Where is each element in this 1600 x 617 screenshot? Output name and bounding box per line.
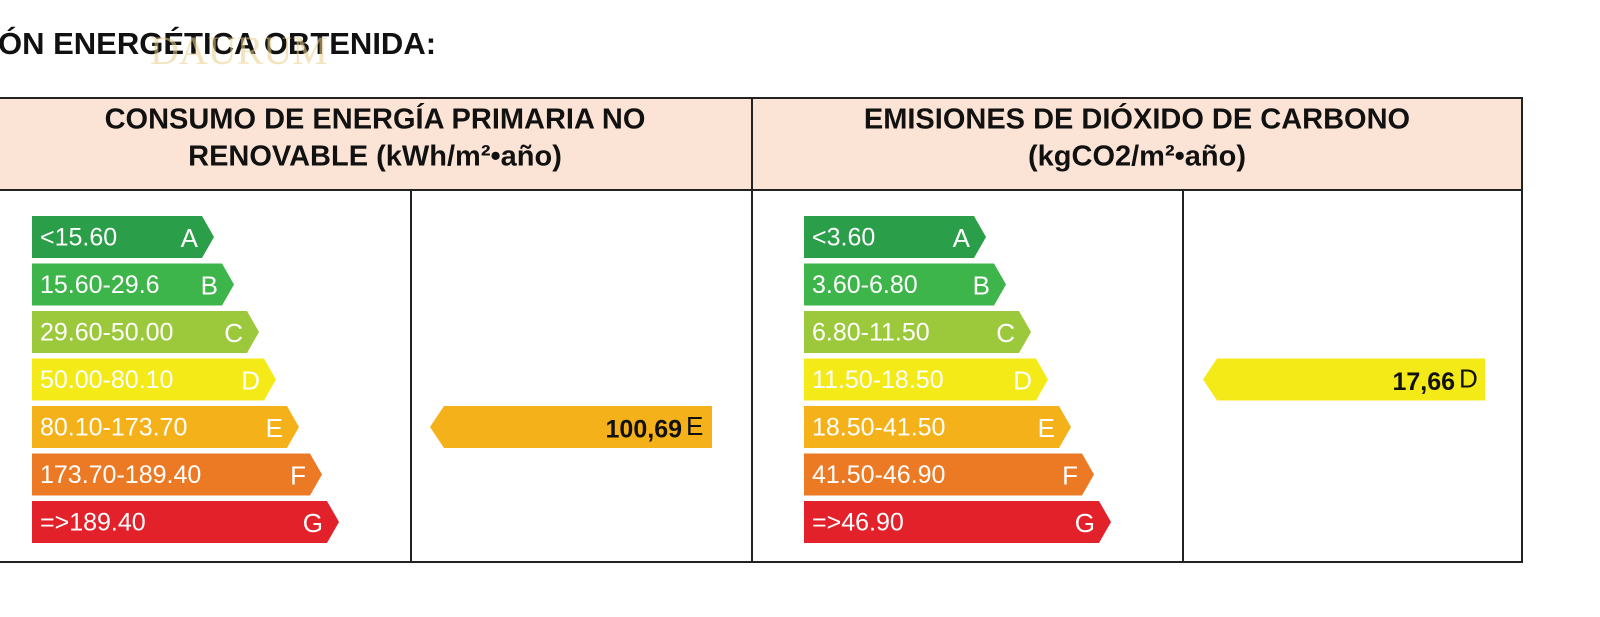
rating-range: =>189.40 [40,509,146,537]
rating-letter: E [266,413,283,443]
rating-arrow [804,501,1111,543]
rating-arrow [804,216,986,258]
rating-arrow [804,358,1048,401]
rating-letter: G [303,508,323,538]
result-value: 17,66 [1392,368,1455,396]
rating-range: 6.80-11.50 [812,319,930,347]
rating-letter: A [953,223,971,253]
rating-letter: C [224,318,243,348]
rating-letter: C [996,318,1015,348]
title: ÓN ENERGÉTICA OBTENIDA: [0,25,436,61]
rating-range: 50.00-80.10 [40,366,173,394]
header-row [0,97,1523,191]
rating-range: 18.50-41.50 [812,414,945,442]
rating-letter: F [1062,460,1078,490]
rating-letter: F [290,460,306,490]
result-arrow [1203,358,1485,401]
rating-range: 15.60-29.6 [40,271,160,299]
rating-letter: G [1075,508,1095,538]
rating-arrow [32,453,322,496]
header-text: (kgCO2/m²•año) [1028,141,1246,173]
rating-range: 29.60-50.00 [40,319,173,347]
header-text: EMISIONES DE DIÓXIDO DE CARBONO [864,102,1410,136]
rating-arrow [32,501,339,543]
rating-arrow [804,263,1006,306]
watermark: DAURUM [150,28,328,73]
result-letter: E [686,411,703,441]
result-value: 100,69 [606,416,682,444]
result-arrow [430,406,712,448]
result-letter: D [1459,363,1478,393]
rating-range: 41.50-46.90 [812,461,945,489]
rating-arrow [32,263,234,306]
rating-range: =>46.90 [812,509,904,537]
rating-letter: B [201,270,218,300]
header-text: CONSUMO DE ENERGÍA PRIMARIA NO [105,102,646,136]
rating-range: <3.60 [812,224,875,252]
rating-arrow [804,311,1031,353]
rating-arrow [32,311,259,353]
rating-letter: B [973,270,990,300]
rating-arrow [804,406,1071,448]
rating-letter: A [181,223,199,253]
header-text: RENOVABLE (kWh/m²•año) [188,141,562,173]
rating-arrow [32,406,299,448]
rating-letter: D [241,365,260,395]
rating-letter: D [1013,365,1032,395]
rating-arrow [804,453,1094,496]
rating-range: 173.70-189.40 [40,461,201,489]
rating-arrow [32,216,214,258]
rating-range: 80.10-173.70 [40,414,187,442]
rating-letter: E [1038,413,1055,443]
rating-range: 3.60-6.80 [812,271,918,299]
rating-range: <15.60 [40,224,117,252]
rating-range: 11.50-18.50 [812,366,944,394]
rating-arrow [32,358,276,401]
